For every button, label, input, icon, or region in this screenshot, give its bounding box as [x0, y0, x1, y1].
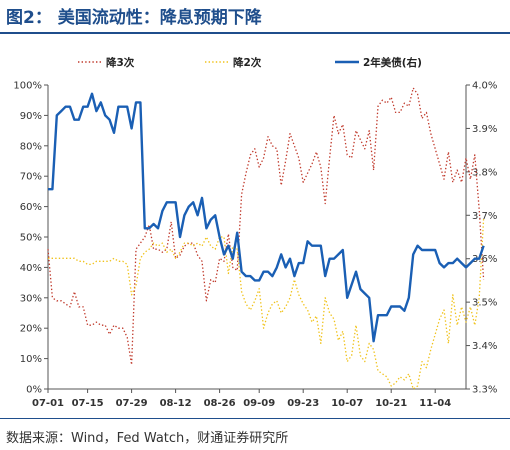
x-tick-label: 07-29: [116, 398, 148, 409]
left-tick-label: 20%: [20, 324, 42, 335]
x-tick-label: 07-15: [72, 398, 104, 409]
series-line-1: [47, 87, 485, 366]
legend: 降3次 降2次 2年美债(右): [78, 56, 422, 69]
right-tick-label: 3.8%: [472, 167, 497, 178]
legend-label-1: 降3次: [106, 56, 135, 69]
x-tick-label: 09-09: [243, 398, 275, 409]
right-tick-label: 4.0%: [472, 81, 497, 92]
chart-canvas: 降3次 降2次 2年美债(右) 0% 10% 20% 30% 40% 50% 60% 70% 80%…: [13, 56, 497, 410]
left-tick-label: 10%: [20, 354, 42, 365]
left-tick-label: 60%: [20, 202, 42, 213]
x-tick-label: 10-07: [331, 398, 363, 409]
right-tick-label: 3.5%: [472, 298, 497, 309]
x-tick-label: 09-23: [287, 398, 319, 409]
legend-label-2: 降2次: [233, 56, 262, 69]
left-tick-label: 80%: [20, 141, 42, 152]
left-tick-label: 100%: [13, 81, 42, 92]
series-lines: [47, 87, 485, 390]
left-tick-label: 50%: [20, 233, 42, 244]
right-tick-label: 3.6%: [472, 254, 497, 265]
source-note: 数据来源：Wind，Fed Watch，财通证券研究所: [6, 431, 289, 446]
x-tick-label: 07-01: [32, 398, 64, 409]
x-tick-label: 08-12: [160, 398, 192, 409]
x-tick-label: 11-04: [419, 398, 451, 409]
right-tick-label: 3.7%: [472, 211, 497, 222]
left-tick-label: 0%: [26, 385, 42, 396]
series-line-3: [48, 92, 485, 343]
series-line-2: [48, 218, 485, 390]
axes: 0% 10% 20% 30% 40% 50% 60% 70% 80% 90% 100% 3.3% 3.4…: [13, 81, 497, 410]
left-tick-label: 40%: [20, 263, 42, 274]
left-tick-label: 90%: [20, 111, 42, 122]
left-tick-label: 30%: [20, 293, 42, 304]
left-tick-label: 70%: [20, 172, 42, 183]
right-tick-label: 3.3%: [472, 385, 497, 396]
right-tick-label: 3.4%: [472, 341, 497, 352]
x-tick-label: 08-26: [204, 398, 236, 409]
x-tick-label: 10-21: [375, 398, 407, 409]
title-divider: [0, 32, 510, 34]
chart-title: 图2： 美国流动性：降息预期下降: [6, 8, 262, 28]
right-tick-label: 3.9%: [472, 124, 497, 135]
legend-label-3: 2年美债(右): [363, 56, 422, 69]
source-divider: [0, 418, 510, 419]
